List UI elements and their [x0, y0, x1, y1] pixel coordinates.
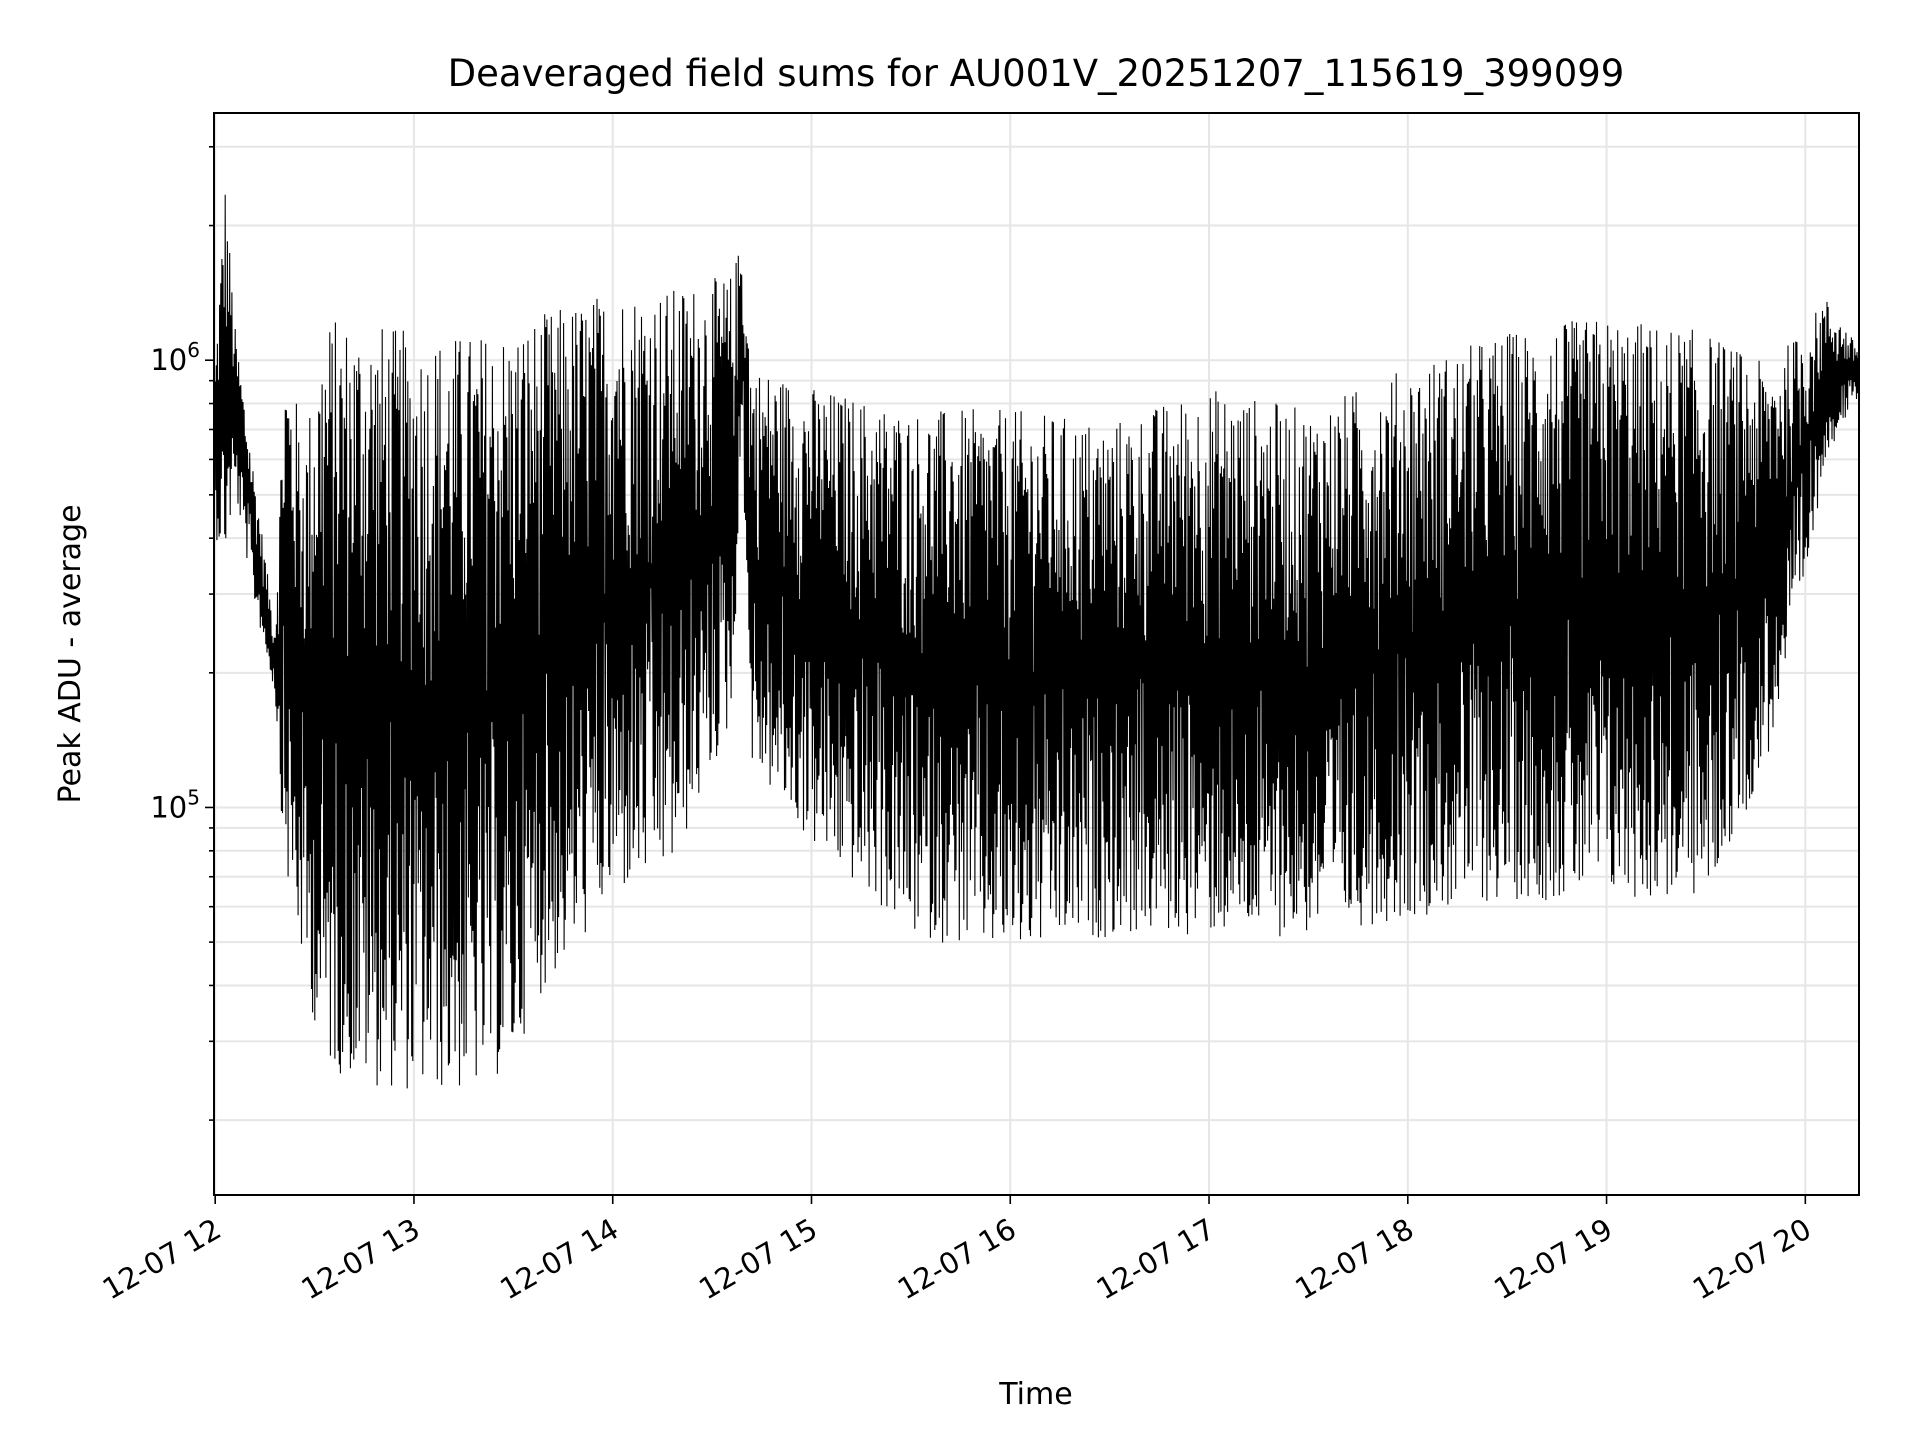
x-tick-label: 12-07 13	[296, 1212, 426, 1307]
x-tick-label: 12-07 16	[892, 1212, 1022, 1307]
chart-title: Deaveraged field sums for AU001V_2025120…	[448, 52, 1625, 95]
y-tick-label: 106	[150, 338, 200, 377]
x-axis: 12-07 12 12-07 13 12-07 14 12-07 15 12-07 16…	[97, 1195, 1817, 1306]
x-tick-label: 12-07 12	[97, 1212, 227, 1307]
x-axis-label: Time	[998, 1377, 1072, 1412]
x-tick-label: 12-07 17	[1091, 1212, 1221, 1307]
y-axis-label: Peak ADU - average	[53, 504, 88, 803]
x-tick-label: 12-07 15	[693, 1212, 823, 1307]
x-tick-label: 12-07 20	[1687, 1212, 1817, 1307]
x-tick-label: 12-07 18	[1289, 1212, 1419, 1307]
x-tick-label: 12-07 19	[1488, 1212, 1618, 1307]
x-tick-label: 12-07 14	[494, 1212, 624, 1307]
series-line	[214, 194, 1860, 1089]
y-axis: 105 106	[150, 145, 214, 1121]
y-tick-label: 105	[150, 785, 200, 824]
plot-frame	[213, 112, 1860, 1196]
data-series	[214, 194, 1860, 1089]
